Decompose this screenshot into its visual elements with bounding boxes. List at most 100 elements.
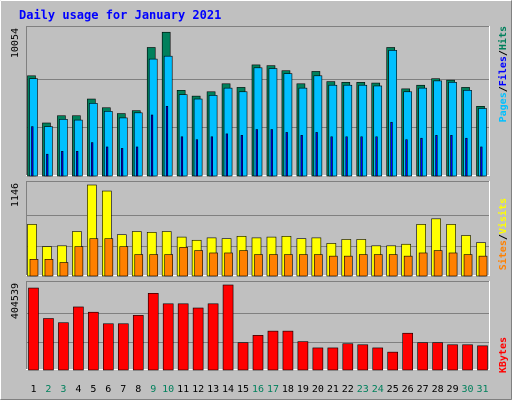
pages-bar-9: [148, 58, 158, 177]
day-label-17: 17: [267, 384, 279, 395]
kbytes-bar-31: [477, 345, 488, 371]
kbytes-bar-8: [132, 315, 144, 371]
day-label-31: 31: [476, 384, 488, 395]
pages-bar-30: [463, 90, 472, 177]
sites-bar-24: [373, 254, 383, 277]
files-bar-5: [91, 142, 94, 177]
day-label-7: 7: [120, 384, 126, 395]
kbytes-bar-12: [192, 307, 204, 371]
sites-bar-22: [344, 255, 353, 277]
kbytes-bar-30: [462, 344, 473, 371]
files-bar-16: [255, 129, 258, 177]
day-label-2: 2: [45, 384, 51, 395]
sites-bar-1: [29, 259, 39, 277]
files-bar-29: [450, 135, 453, 177]
kbytes-bar-6: [103, 323, 114, 371]
sites-bar-20: [314, 254, 323, 277]
day-label-15: 15: [237, 384, 249, 395]
pages-bar-23: [358, 84, 368, 177]
legend-separator: /: [498, 234, 509, 240]
files-bar-25: [390, 121, 393, 177]
pages-bar-20: [313, 75, 323, 177]
day-label-27: 27: [417, 384, 429, 395]
sites-bar-9: [149, 254, 159, 277]
kbytes-bar-3: [58, 322, 69, 371]
pages-bar-4: [74, 119, 83, 177]
pages-bar-13: [208, 95, 218, 177]
files-bar-12: [195, 139, 199, 177]
legend-pages: Pages: [498, 92, 509, 122]
files-bar-3: [61, 151, 64, 177]
pages-bar-6: [104, 111, 113, 177]
pages-bar-8: [133, 112, 143, 177]
kbytes-bar-20: [312, 347, 324, 371]
sites-bar-18: [284, 254, 293, 277]
y-max-label: 10054: [10, 28, 21, 58]
pages-bar-19: [298, 87, 308, 177]
pages-bar-11: [178, 94, 188, 177]
sites-bar-3: [59, 262, 69, 277]
files-bar-10: [165, 105, 169, 177]
day-label-24: 24: [372, 384, 384, 395]
legend-visits: Visits: [497, 198, 509, 234]
pages-bar-28: [433, 80, 442, 177]
sites-bar-21: [329, 255, 338, 277]
day-label-11: 11: [177, 384, 189, 395]
kbytes-bar-7: [117, 323, 129, 371]
sites-bar-16: [254, 254, 263, 277]
sites-bar-17: [269, 254, 278, 277]
legend-separator: /: [498, 50, 509, 56]
pages-bar-15: [238, 91, 248, 177]
sites-bar-15: [239, 250, 248, 277]
day-label-22: 22: [342, 384, 354, 395]
kbytes-panel: 404539 KBytes: [10, 281, 509, 373]
legend-sites: Sites: [497, 240, 509, 270]
pages-bar-29: [448, 82, 457, 177]
day-label-10: 10: [162, 384, 174, 395]
legend-hits: Hits: [497, 26, 509, 50]
files-bar-28: [435, 135, 438, 177]
kbytes-bar-28: [432, 342, 443, 371]
kbytes-bar-14: [222, 284, 234, 371]
day-label-23: 23: [357, 384, 369, 395]
kbytes-bar-1: [28, 287, 39, 371]
files-bar-30: [465, 137, 468, 177]
day-label-13: 13: [207, 384, 219, 395]
pages-bar-27: [418, 87, 427, 177]
sites-bar-11: [179, 247, 188, 277]
kbytes-bar-5: [88, 311, 99, 371]
kbytes-bar-25: [387, 351, 399, 371]
kbytes-bar-29: [447, 344, 458, 371]
files-bar-14: [225, 133, 228, 177]
pages-bar-25: [388, 50, 398, 177]
pages-bar-16: [253, 67, 263, 177]
pages-bar-14: [223, 87, 233, 177]
day-label-9: 9: [150, 384, 156, 395]
pages-bar-3: [59, 119, 68, 177]
files-bar-18: [285, 132, 288, 177]
day-label-12: 12: [192, 384, 204, 395]
visits-sites-panel: 1146 Sites/Visits: [10, 181, 509, 277]
day-label-30: 30: [462, 384, 474, 395]
pages-bar-18: [283, 73, 293, 177]
sites-bar-26: [403, 255, 413, 277]
sites-bar-31: [478, 255, 488, 277]
files-bar-24: [375, 136, 378, 177]
kbytes-bar-4: [73, 306, 84, 371]
sites-bar-14: [224, 252, 233, 277]
pages-bar-2: [44, 126, 53, 177]
kbytes-bar-27: [417, 342, 428, 371]
day-label-20: 20: [312, 384, 324, 395]
sites-bar-25: [388, 254, 398, 277]
legend: Sites/Visits: [497, 198, 509, 270]
files-bar-22: [345, 136, 348, 177]
pages-bar-26: [403, 91, 412, 177]
sites-bar-19: [299, 254, 308, 277]
sites-bar-4: [74, 246, 84, 277]
files-bar-19: [300, 135, 303, 177]
pages-bar-31: [478, 108, 487, 177]
pages-bar-5: [89, 103, 98, 177]
sites-bar-8: [134, 254, 144, 277]
day-label-4: 4: [75, 384, 81, 395]
